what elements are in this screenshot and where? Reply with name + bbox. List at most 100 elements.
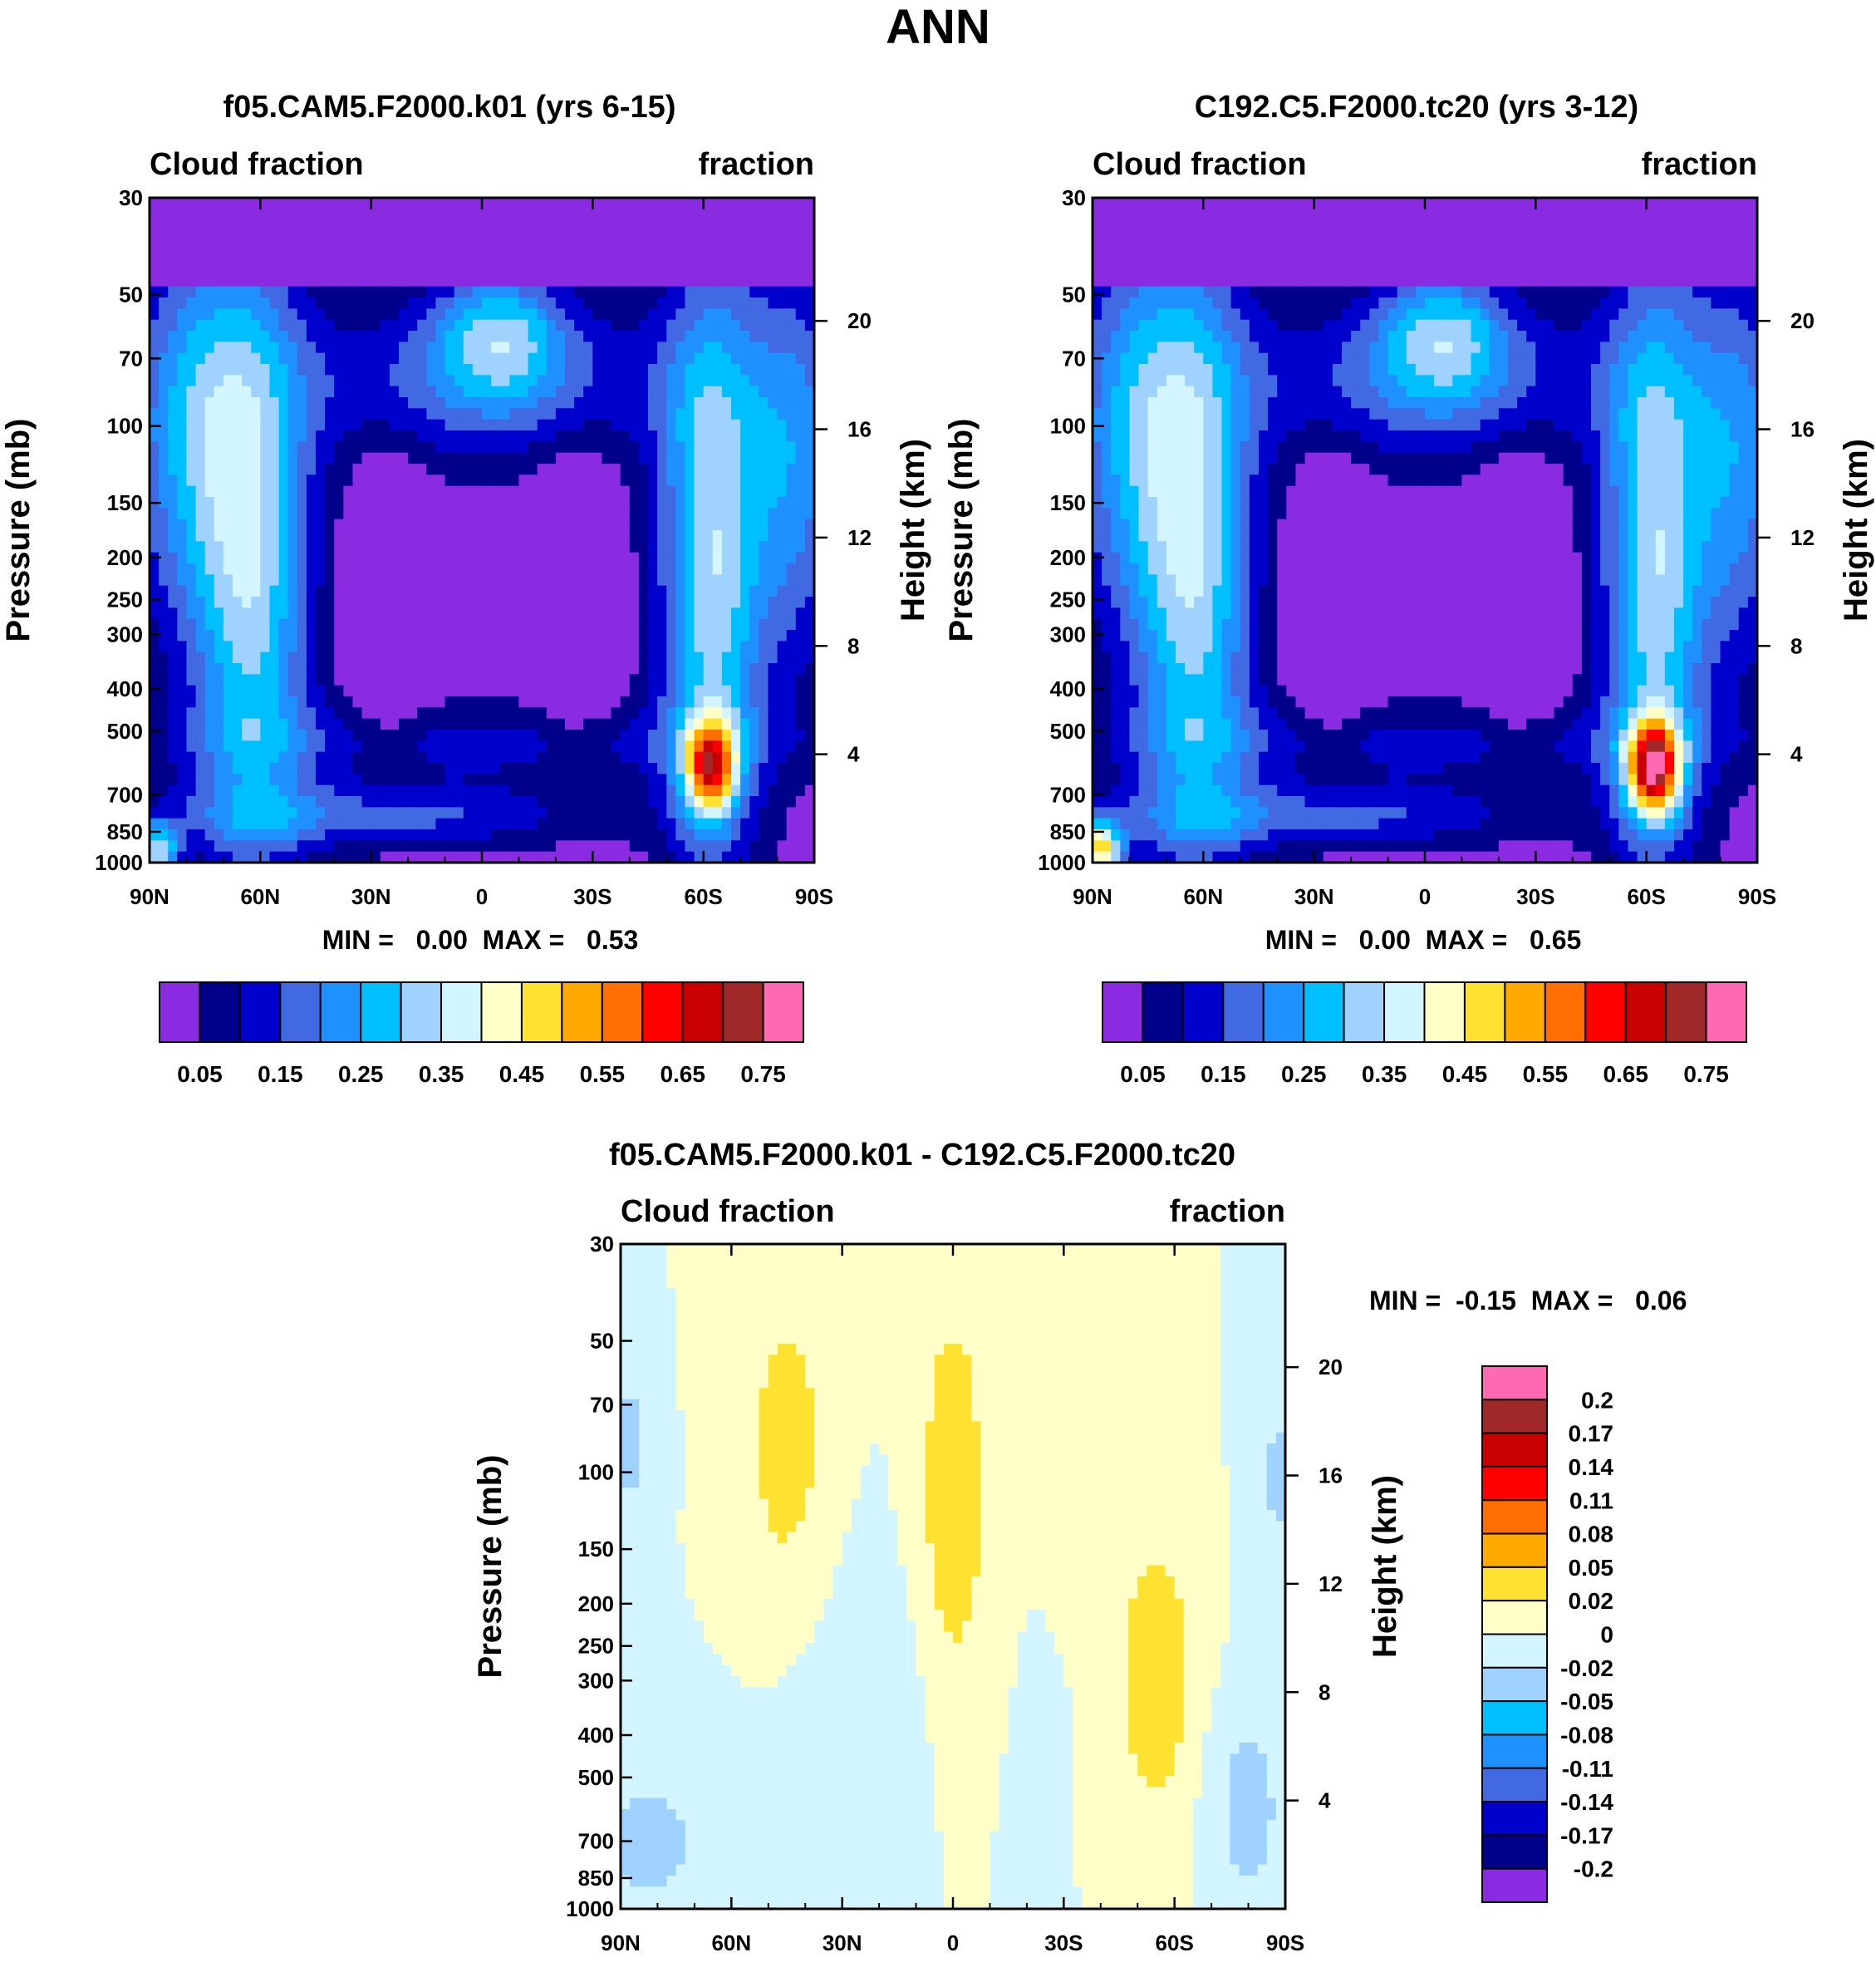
contour-cell [491, 308, 501, 321]
contour-cell [786, 286, 797, 298]
contour-cell [316, 475, 326, 487]
contour-cell [500, 574, 510, 587]
contour-cell [426, 430, 437, 442]
contour-cell [491, 796, 501, 808]
contour-cell [611, 707, 621, 720]
contour-cell [352, 519, 363, 531]
contour-cell [648, 375, 658, 387]
contour-cell [509, 352, 520, 365]
contour-cell [380, 264, 390, 276]
contour-cell [287, 829, 298, 841]
contour-cell [565, 541, 575, 553]
contour-cell [528, 829, 538, 841]
contour-cell [195, 641, 206, 653]
contour-cell [795, 674, 806, 686]
contour-cell [1646, 231, 1657, 243]
contour-cell [500, 485, 510, 498]
contour-cell [768, 641, 778, 653]
contour-cell [583, 718, 593, 730]
contour-cell [491, 807, 501, 819]
contour-cell [242, 607, 252, 620]
contour-cell [602, 497, 612, 509]
contour-cell [1277, 275, 1287, 288]
height-tick-label: 4 [847, 742, 860, 767]
contour-cell [444, 707, 455, 720]
contour-cell [426, 319, 437, 332]
contour-cell [316, 541, 326, 553]
contour-cell [500, 452, 510, 465]
contour-cell [500, 774, 510, 786]
contour-cell [287, 730, 298, 741]
contour-cell [666, 597, 676, 608]
contour-cell [675, 652, 686, 664]
contour-cell [177, 774, 188, 786]
contour-cell [251, 242, 261, 254]
contour-cell [777, 397, 788, 409]
contour-cell [168, 674, 178, 686]
contour-cell [528, 796, 538, 808]
contour-cell [482, 464, 492, 475]
contour-cell [1747, 209, 1758, 221]
contour-cell [380, 485, 390, 498]
contour-cell [768, 298, 778, 309]
contour-cell [703, 331, 714, 342]
contour-cell [592, 618, 603, 631]
contour-cell [287, 419, 298, 431]
contour-cell [518, 552, 529, 564]
contour-cell [694, 286, 705, 298]
contour-cell [435, 242, 446, 254]
contour-cell [703, 597, 714, 608]
contour-cell [260, 352, 271, 365]
contour-cell [648, 209, 658, 221]
contour-cell [260, 541, 271, 553]
contour-cell [657, 253, 667, 265]
contour-cell [1120, 242, 1131, 254]
contour-cell [1138, 275, 1149, 288]
contour-cell [223, 441, 233, 454]
contour-cell [223, 818, 233, 830]
contour-cell [777, 585, 788, 597]
contour-cell [1129, 253, 1140, 265]
contour-cell [1176, 198, 1186, 209]
contour-cell [223, 674, 233, 686]
contour-cell [361, 441, 372, 454]
contour-cell [537, 242, 548, 254]
contour-cell [804, 231, 815, 243]
contour-cell [242, 552, 252, 564]
contour-cell [583, 342, 593, 354]
contour-cell [1360, 219, 1370, 232]
contour-cell [740, 618, 750, 631]
contour-cell [472, 231, 483, 243]
contour-cell [546, 264, 557, 276]
contour-cell [380, 685, 390, 697]
contour-cell [592, 818, 603, 830]
contour-cell [287, 264, 298, 276]
contour-cell [287, 298, 298, 309]
contour-cell [731, 352, 741, 365]
contour-cell [352, 386, 363, 398]
contour-cell [444, 829, 455, 841]
contour-cell [1111, 231, 1121, 243]
contour-cell [648, 563, 658, 575]
contour-cell [260, 508, 271, 520]
contour-cell [325, 331, 335, 342]
contour-cell [804, 751, 815, 764]
contour-cell [316, 730, 326, 741]
contour-cell [260, 807, 271, 819]
contour-cell [352, 198, 363, 209]
contour-cell [1240, 242, 1250, 254]
contour-cell [1397, 219, 1407, 232]
contour-cell [316, 618, 326, 631]
contour-cell [786, 375, 797, 387]
contour-cell [1628, 253, 1638, 265]
contour-cell [592, 386, 603, 398]
contour-cell [509, 198, 520, 209]
contour-cell [804, 430, 815, 442]
contour-cell [712, 308, 723, 321]
contour-cell [278, 231, 289, 243]
contour-cell [251, 563, 261, 575]
contour-cell [629, 264, 640, 276]
contour-cell [657, 264, 667, 276]
contour-cell [297, 763, 307, 775]
contour-cell [592, 641, 603, 653]
